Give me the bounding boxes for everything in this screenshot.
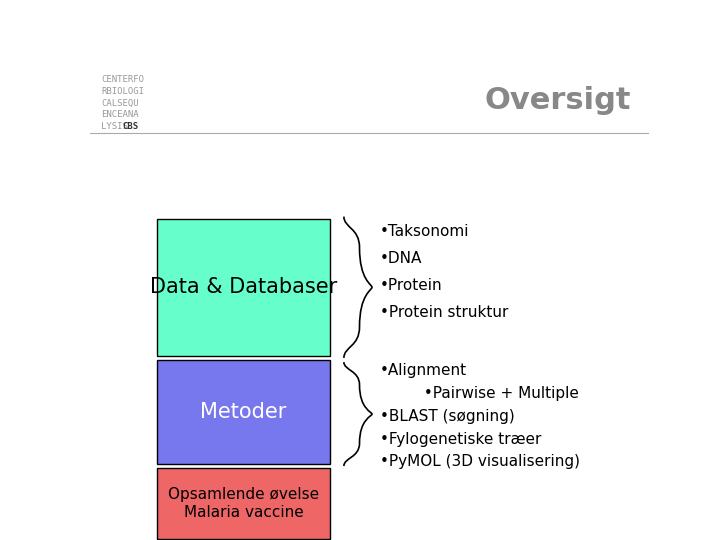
Text: •Fylogenetiske træer: •Fylogenetiske træer xyxy=(380,431,541,447)
Text: •BLAST (søgning): •BLAST (søgning) xyxy=(380,409,515,424)
Text: •Pairwise + Multiple: •Pairwise + Multiple xyxy=(380,386,579,401)
Bar xyxy=(157,219,330,356)
Text: •Taksonomi: •Taksonomi xyxy=(380,224,469,239)
Text: •Protein: •Protein xyxy=(380,278,443,293)
Text: LYSIS: LYSIS xyxy=(101,122,133,131)
Text: •DNA: •DNA xyxy=(380,251,423,266)
Text: •Alignment: •Alignment xyxy=(380,363,467,378)
Text: Data & Databaser: Data & Databaser xyxy=(150,277,337,297)
Bar xyxy=(157,468,330,539)
Text: ENCEANA: ENCEANA xyxy=(101,110,139,119)
Text: •PyMOL (3D visualisering): •PyMOL (3D visualisering) xyxy=(380,454,580,469)
Text: Opsamlende øvelse
Malaria vaccine: Opsamlende øvelse Malaria vaccine xyxy=(168,487,319,519)
Text: CENTERFO: CENTERFO xyxy=(101,75,144,84)
Text: CBS: CBS xyxy=(122,122,138,131)
Text: RBIOLOGI: RBIOLOGI xyxy=(101,87,144,96)
Text: Oversigt: Oversigt xyxy=(485,85,631,114)
Text: •Protein struktur: •Protein struktur xyxy=(380,305,508,320)
Text: CALSEQU: CALSEQU xyxy=(101,98,139,107)
Text: Metoder: Metoder xyxy=(200,402,287,422)
Bar xyxy=(157,360,330,464)
